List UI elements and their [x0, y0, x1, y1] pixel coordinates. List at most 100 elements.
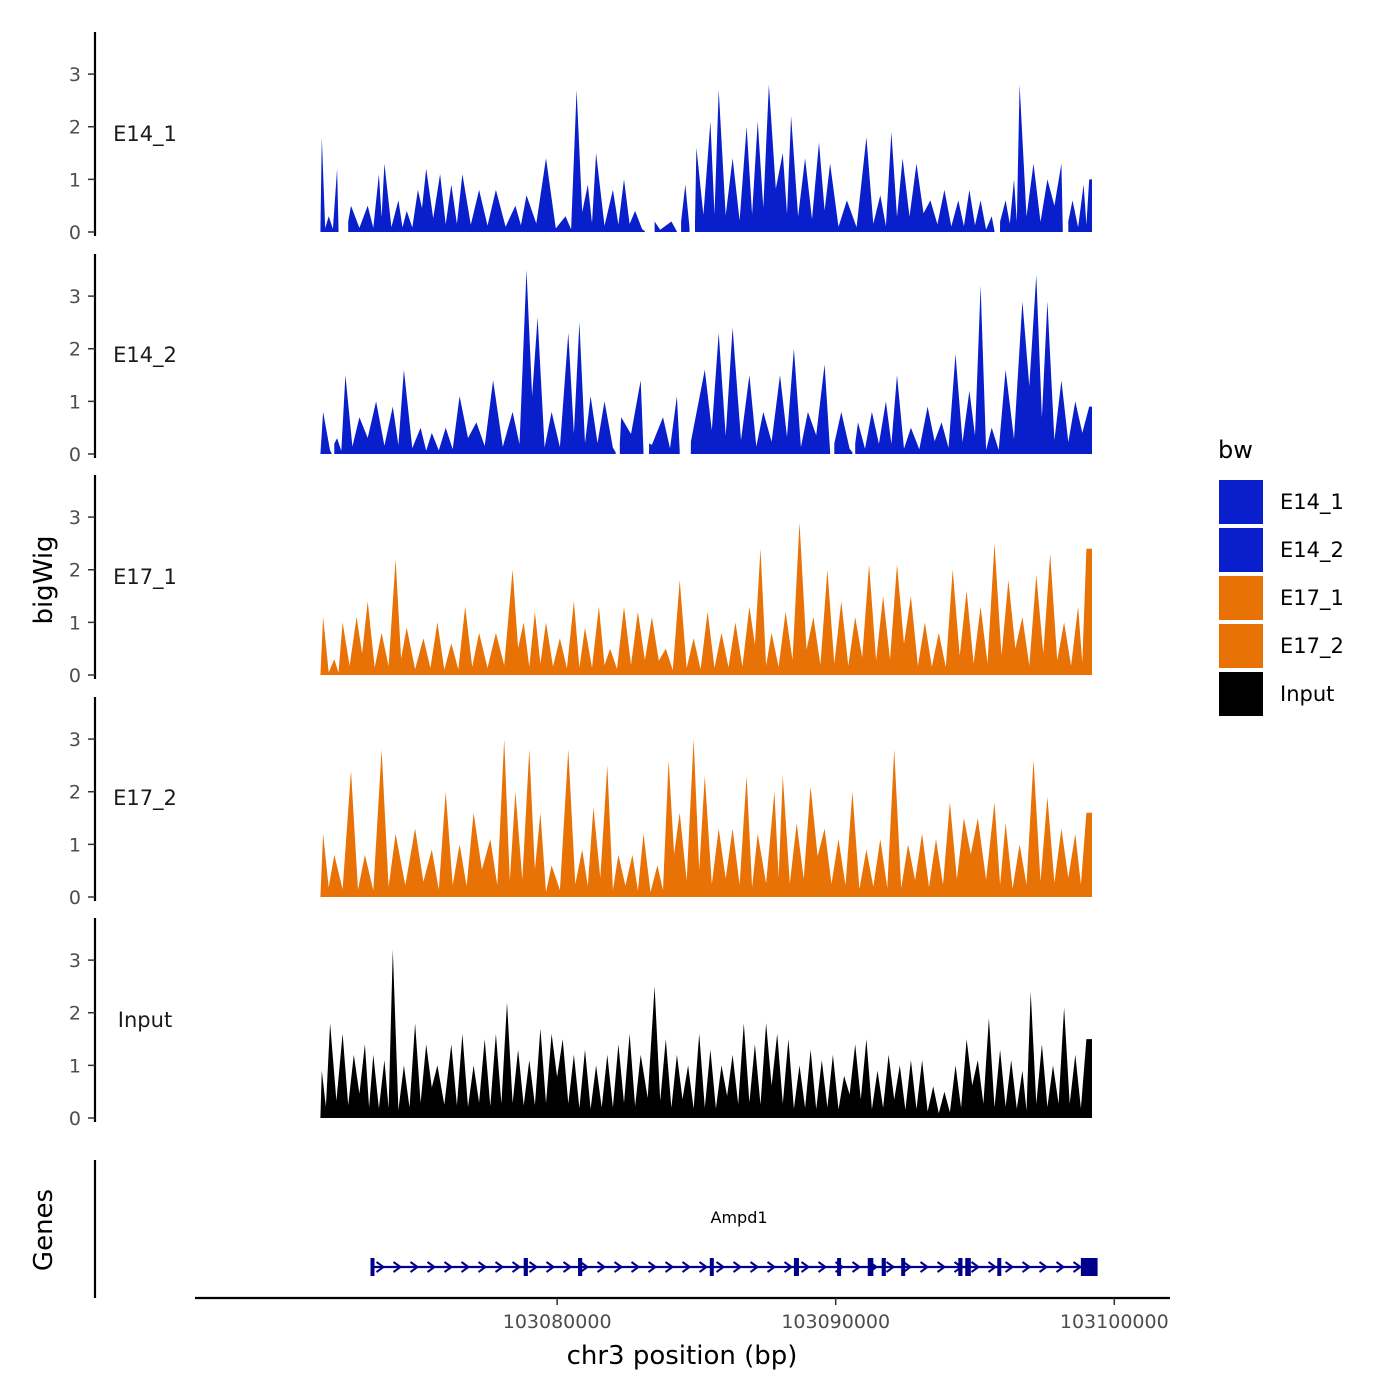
- legend-title: bw: [1218, 436, 1253, 464]
- genes-track-title: Genes: [29, 1189, 59, 1271]
- gene-exon: [997, 1258, 1002, 1276]
- y-tick-label: 0: [69, 222, 81, 244]
- y-tick-label: 2: [69, 560, 81, 582]
- gene-exon: [1080, 1258, 1098, 1276]
- strand-chevron: [494, 1261, 505, 1273]
- strand-chevron: [800, 1261, 811, 1273]
- strand-chevron: [579, 1261, 590, 1273]
- y-tick-label: 1: [69, 391, 81, 413]
- strand-chevron: [460, 1261, 471, 1273]
- strand-chevron: [715, 1261, 726, 1273]
- strand-chevron: [375, 1261, 386, 1273]
- track-e17-1: 0 1 2 3 E17_1: [69, 475, 1092, 687]
- track-label: Input: [118, 1008, 172, 1032]
- strand-chevron: [885, 1261, 896, 1273]
- strand-chevron: [664, 1261, 675, 1273]
- signal-area-e14-1: [320, 84, 1092, 232]
- gene-exon: [523, 1258, 528, 1276]
- strand-chevron: [630, 1261, 641, 1273]
- y-tick-label: 3: [69, 507, 81, 529]
- gene-exon: [881, 1258, 886, 1276]
- gene-exon: [965, 1258, 971, 1276]
- signal-area-input: [320, 949, 1092, 1118]
- gene-exon: [837, 1258, 842, 1276]
- signal-area-e17-1: [320, 522, 1092, 675]
- y-tick-label: 0: [69, 665, 81, 687]
- track-input: 0 1 2 3 Input: [69, 918, 1092, 1130]
- track-e14-2: 0 1 2 3 E14_2: [69, 254, 1092, 466]
- strand-chevron: [936, 1261, 947, 1273]
- gene-exon: [901, 1258, 906, 1276]
- strand-chevron: [1004, 1261, 1015, 1273]
- x-tick-label: 103090000: [781, 1311, 890, 1333]
- gene-name-label: Ampd1: [711, 1208, 768, 1227]
- x-tick-label: 103080000: [503, 1311, 612, 1333]
- legend-swatch: [1219, 624, 1263, 668]
- strand-chevron: [477, 1261, 488, 1273]
- strand-chevron: [919, 1261, 930, 1273]
- y-tick-label: 3: [69, 729, 81, 751]
- strand-chevron: [783, 1261, 794, 1273]
- strand-chevron: [562, 1261, 573, 1273]
- strand-chevron: [698, 1261, 709, 1273]
- strand-chevron: [426, 1261, 437, 1273]
- y-tick-label: 2: [69, 339, 81, 361]
- legend-label: E14_2: [1280, 538, 1344, 563]
- gene-exon: [709, 1258, 714, 1276]
- y-axis-title: bigWig: [29, 535, 59, 624]
- gene-exon: [793, 1258, 799, 1276]
- x-tick-label: 103100000: [1060, 1311, 1169, 1333]
- y-tick-label: 2: [69, 782, 81, 804]
- signal-area-e17-2: [320, 739, 1092, 897]
- strand-chevron: [1021, 1261, 1032, 1273]
- gene-track: Ampd1: [93, 1160, 1098, 1298]
- y-tick-label: 0: [69, 887, 81, 909]
- strand-chevron: [392, 1261, 403, 1273]
- strand-chevron: [732, 1261, 743, 1273]
- strand-chevron: [817, 1261, 828, 1273]
- strand-chevron: [987, 1261, 998, 1273]
- strand-chevron: [681, 1261, 692, 1273]
- track-e14-1: 0 1 2 3 E14_1: [69, 32, 1092, 244]
- strand-chevron: [511, 1261, 522, 1273]
- y-tick-label: 0: [69, 1108, 81, 1130]
- legend-swatch: [1219, 672, 1263, 716]
- y-tick-label: 0: [69, 444, 81, 466]
- strand-chevron: [851, 1261, 862, 1273]
- strand-chevron: [596, 1261, 607, 1273]
- y-tick-label: 3: [69, 64, 81, 86]
- track-e17-2: 0 1 2 3 E17_2: [69, 697, 1092, 909]
- y-tick-label: 1: [69, 612, 81, 634]
- y-tick-label: 3: [69, 950, 81, 972]
- strand-chevron: [545, 1261, 556, 1273]
- strand-chevron: [647, 1261, 658, 1273]
- y-tick-label: 3: [69, 286, 81, 308]
- track-label: E14_2: [113, 343, 177, 368]
- y-tick-label: 1: [69, 834, 81, 856]
- strand-chevron: [902, 1261, 913, 1273]
- gene-exon: [370, 1258, 375, 1276]
- strand-chevron: [1055, 1261, 1066, 1273]
- legend: bw E14_1 E14_2 E17_1 E17_2 Input: [1218, 436, 1344, 716]
- y-tick-label: 1: [69, 169, 81, 191]
- strand-chevron: [749, 1261, 760, 1273]
- y-tick-label: 1: [69, 1055, 81, 1077]
- strand-chevron: [443, 1261, 454, 1273]
- y-tick-label: 2: [69, 117, 81, 139]
- strand-chevron: [528, 1261, 539, 1273]
- legend-label: E14_1: [1280, 490, 1344, 515]
- strand-chevron: [613, 1261, 624, 1273]
- gene-exon: [867, 1258, 874, 1276]
- track-label: E17_2: [113, 786, 177, 811]
- track-label: E14_1: [113, 122, 177, 147]
- strand-chevron: [1072, 1261, 1083, 1273]
- strand-chevron: [766, 1261, 777, 1273]
- track-label: E17_1: [113, 565, 177, 590]
- legend-swatch: [1219, 528, 1263, 572]
- legend-swatch: [1219, 576, 1263, 620]
- x-axis: 103080000 103090000 103100000: [195, 1296, 1170, 1333]
- x-axis-title: chr3 position (bp): [567, 1341, 798, 1371]
- strand-chevron: [970, 1261, 981, 1273]
- legend-label: E17_1: [1280, 586, 1344, 611]
